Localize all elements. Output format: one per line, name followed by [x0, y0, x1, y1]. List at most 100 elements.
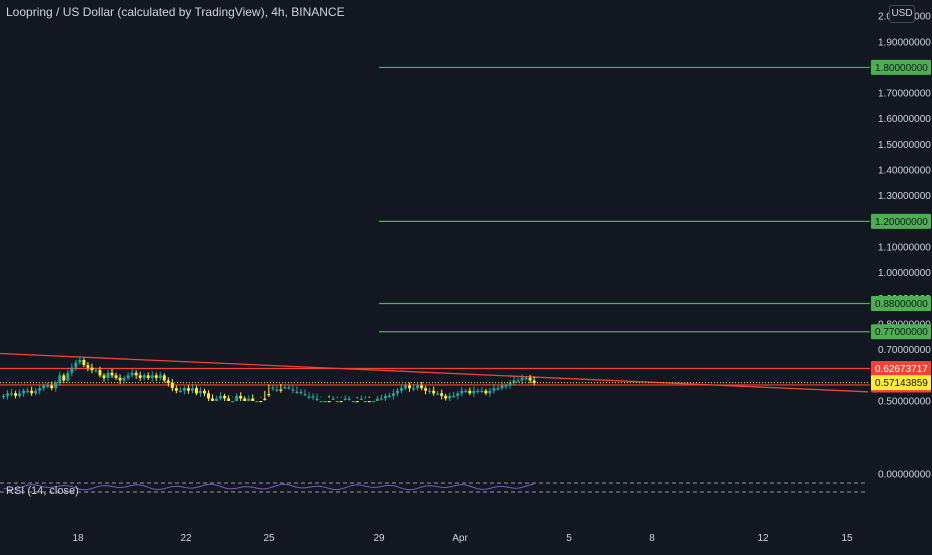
- candle-body: [375, 398, 379, 401]
- candle-body: [231, 401, 235, 403]
- price-label-tag: [871, 324, 931, 340]
- candle-body: [291, 389, 295, 391]
- candle-body: [255, 401, 259, 403]
- candle-body: [279, 389, 283, 391]
- candle-body: [46, 385, 50, 387]
- candle-body: [303, 394, 307, 396]
- y-tick-label: 1.30000000: [878, 191, 931, 202]
- x-axis: 18 22 25 29 Apr 5 8 12 15: [72, 533, 853, 544]
- candle-body: [367, 401, 371, 403]
- candle-body: [198, 390, 202, 394]
- candle-body: [126, 375, 130, 378]
- candle-body: [484, 390, 488, 394]
- candle-body: [251, 398, 255, 401]
- candle-body: [448, 395, 452, 399]
- candle-body: [456, 393, 460, 396]
- candle-body: [42, 385, 46, 389]
- candle-body: [335, 401, 339, 403]
- candle-body: [287, 387, 291, 389]
- price-label-tag: [871, 213, 931, 229]
- candle-body: [50, 385, 54, 389]
- rsi-indicator-label[interactable]: RSI (14, close): [6, 485, 79, 497]
- candle-body: [347, 398, 351, 400]
- candle-body: [6, 393, 10, 396]
- candle-body: [134, 372, 138, 376]
- candle-body: [138, 375, 142, 378]
- candle-body: [66, 372, 70, 381]
- y-tick-label: 1.40000000: [878, 166, 931, 177]
- candle-body: [404, 385, 407, 389]
- candle-body: [94, 370, 98, 372]
- candle-body: [323, 401, 327, 403]
- candle-body: [106, 372, 110, 378]
- candle-body: [343, 398, 347, 400]
- candle-body: [428, 390, 432, 392]
- candle-body: [162, 375, 166, 381]
- candle-body: [488, 390, 492, 394]
- candles: [2, 356, 536, 403]
- x-tick-label: 22: [180, 533, 192, 544]
- candle-body: [508, 383, 512, 386]
- candle-body: [379, 398, 383, 400]
- y-tick-label: 0.50000000: [878, 397, 931, 408]
- candle-body: [500, 385, 504, 389]
- x-tick-label: 15: [841, 533, 853, 544]
- candle-body: [476, 390, 480, 392]
- candle-body: [186, 388, 190, 391]
- candle-body: [86, 365, 90, 368]
- candle-body: [259, 401, 263, 403]
- candle-body: [460, 390, 464, 394]
- price-label-text: 0.88000000: [875, 299, 928, 310]
- candle-body: [520, 377, 524, 381]
- currency-button[interactable]: USD: [889, 5, 915, 23]
- candle-body: [263, 398, 267, 400]
- candle-body: [122, 377, 126, 381]
- candle-body: [142, 375, 146, 378]
- candle-body: [432, 390, 436, 394]
- rsi-line: [3, 483, 535, 491]
- candle-body: [528, 377, 532, 381]
- candle-body: [166, 380, 170, 384]
- candle-body: [215, 398, 219, 401]
- candle-body: [223, 395, 227, 399]
- candle-body: [355, 401, 359, 403]
- candle-body: [275, 389, 279, 391]
- price-label-text: 0.62673717: [875, 364, 928, 375]
- candle-body: [219, 395, 223, 399]
- candle-body: [359, 398, 363, 400]
- candle-body: [118, 377, 122, 381]
- candle-body: [315, 398, 319, 400]
- y-tick-label: 1.10000000: [878, 243, 931, 254]
- candle-body: [516, 380, 520, 382]
- x-tick-label: 12: [757, 533, 769, 544]
- candle-body: [283, 387, 287, 389]
- candle-body: [239, 395, 243, 399]
- candle-body: [436, 393, 440, 395]
- current-price-text: 0.57143859: [875, 378, 928, 389]
- candle-body: [227, 398, 231, 401]
- candle-body: [399, 388, 403, 391]
- x-tick-label: 5: [566, 533, 572, 544]
- candle-body: [30, 390, 34, 394]
- candle-body: [512, 380, 516, 384]
- candle-body: [114, 375, 118, 378]
- candle-body: [420, 385, 424, 389]
- price-label-tag: [871, 295, 931, 311]
- candle-body: [267, 394, 271, 396]
- candle-body: [247, 398, 251, 401]
- candle-body: [203, 390, 206, 394]
- candle-body: [395, 390, 399, 394]
- candle-body: [170, 383, 174, 389]
- candle-body: [319, 401, 323, 403]
- candle-body: [383, 395, 387, 399]
- price-label-text: 1.80000000: [875, 63, 928, 74]
- candle-body: [391, 393, 395, 396]
- candle-body: [327, 401, 331, 403]
- price-label-tag: [871, 360, 931, 376]
- candle-body: [178, 390, 182, 392]
- chart-title: Loopring / US Dollar (calculated by Trad…: [6, 5, 345, 19]
- candle-body: [504, 385, 508, 387]
- x-tick-label: 25: [263, 533, 275, 544]
